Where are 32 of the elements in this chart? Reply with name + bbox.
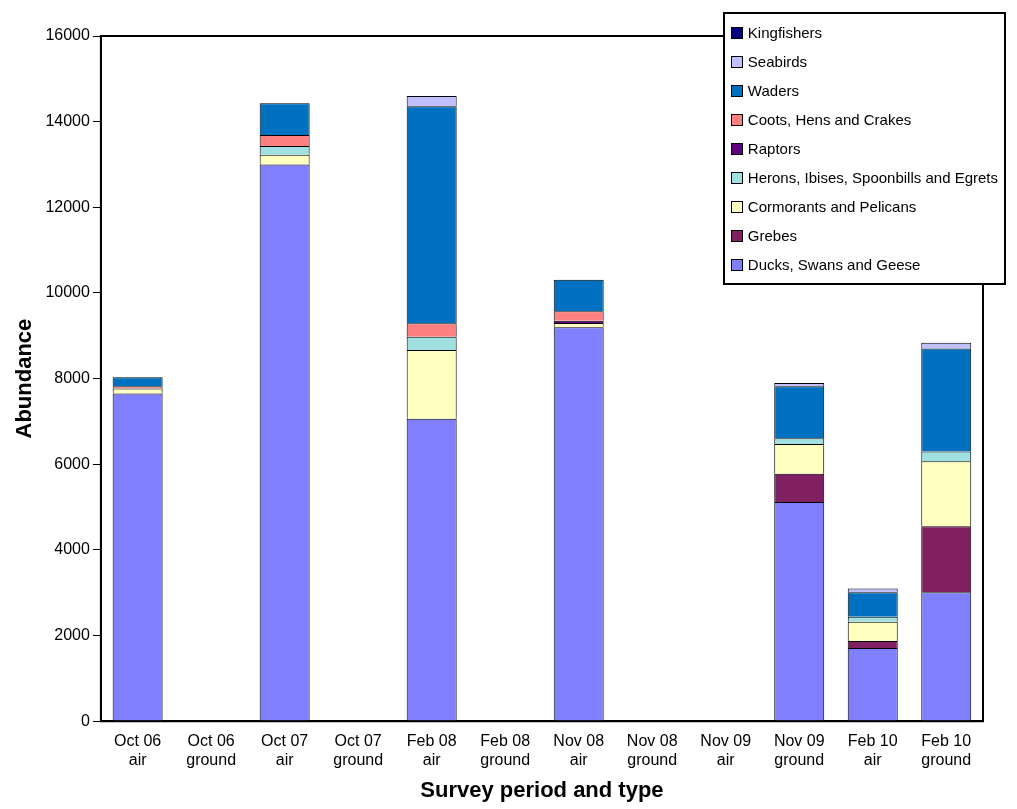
y-tick-label: 0 <box>80 711 90 729</box>
y-tick-label: 8000 <box>54 369 90 387</box>
x-tick-label: Feb 10 ground <box>921 732 972 769</box>
legend-label: Waders <box>747 82 799 99</box>
legend-label: Ducks, Swans and Geese <box>747 256 921 273</box>
x-tick-label: Feb 10 air <box>847 732 898 769</box>
x-tick-label: Feb 08 ground <box>480 732 531 769</box>
y-tick-label: 4000 <box>54 540 90 558</box>
x-tick-label: Nov 09 air <box>700 732 752 769</box>
legend-label: Cormorants and Pelicans <box>747 198 917 215</box>
legend-label: Coots, Hens and Crakes <box>747 111 912 128</box>
x-tick-label: Feb 08 air <box>406 732 457 769</box>
x-tick-label: Oct 07 air <box>261 732 309 769</box>
x-tick-label: Nov 08 air <box>553 732 605 769</box>
x-tick-label: Oct 06 air <box>114 732 162 769</box>
x-tick-label: Nov 09 ground <box>773 732 825 769</box>
y-tick-label: 10000 <box>45 283 90 301</box>
x-tick-label: Oct 07 ground <box>333 732 384 769</box>
y-axis-title: Abundance <box>11 318 37 439</box>
x-tick-label: Nov 08 ground <box>626 732 678 769</box>
legend-label: Kingfishers <box>747 24 823 41</box>
legend-label: Herons, Ibises, Spoonbills and Egrets <box>747 169 998 186</box>
y-tick-label: 12000 <box>45 197 90 215</box>
x-tick-label: Oct 06 ground <box>186 732 237 769</box>
y-tick-label: 14000 <box>45 112 90 130</box>
y-tick-label: 2000 <box>54 625 90 643</box>
legend-label: Grebes <box>747 227 798 244</box>
y-tick-label: 6000 <box>54 454 90 472</box>
legend-label: Raptors <box>747 140 801 157</box>
y-tick-label: 16000 <box>45 26 90 44</box>
x-axis-title: Survey period and type <box>420 776 664 802</box>
legend-label: Seabirds <box>747 53 808 70</box>
